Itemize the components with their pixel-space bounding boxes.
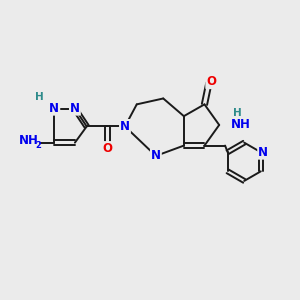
Text: NH: NH [19,134,38,147]
Text: N: N [258,146,268,159]
Text: N: N [49,102,59,115]
Text: 2: 2 [35,141,41,150]
Text: H: H [233,108,242,118]
Text: O: O [102,142,112,155]
Text: N: N [151,149,161,162]
Text: N: N [70,102,80,115]
Text: NH: NH [230,118,250,131]
Text: H: H [34,92,43,102]
Text: O: O [206,75,216,88]
Text: N: N [120,120,130,133]
